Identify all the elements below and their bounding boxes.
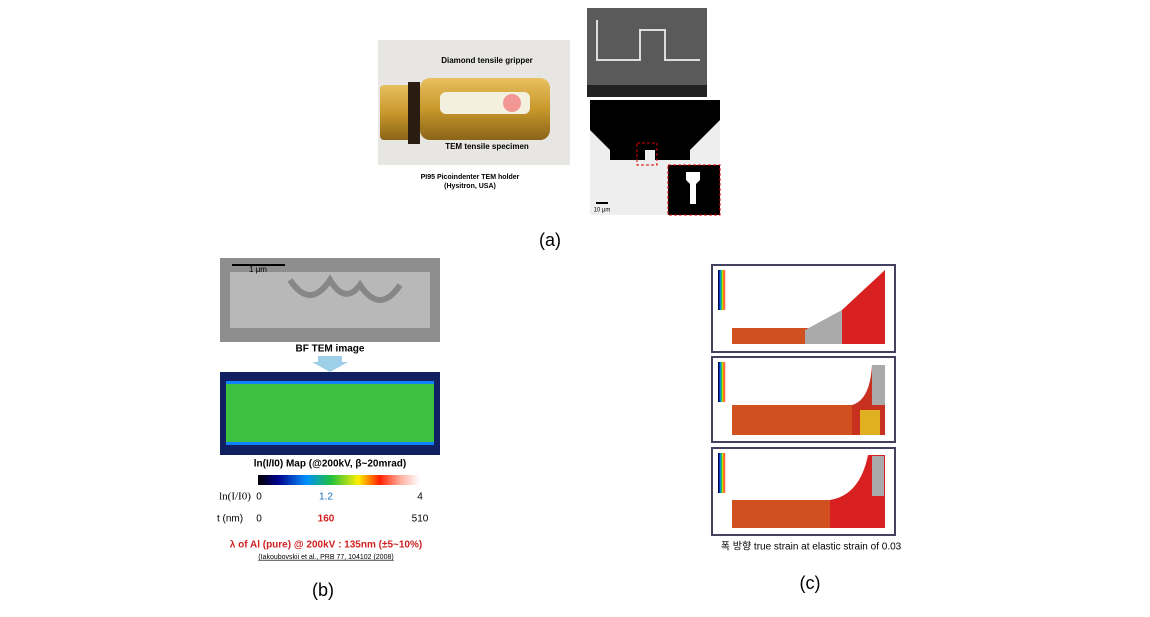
colorbar-tick: 1.2	[319, 492, 333, 503]
row-label: t (nm)	[217, 514, 243, 525]
scale-label: 1 μm	[249, 265, 267, 274]
figure-caption: 폭 방향 true strain at elastic strain of 0.…	[721, 541, 902, 553]
citation: (Iakoubovskii et al., PRB 77, 104102 (20…	[258, 554, 393, 561]
annotation: Diamond tensile gripper	[441, 56, 533, 65]
colorbar-tick: 0	[256, 492, 262, 503]
caption-text: PI95 Picoindenter TEM holder	[421, 174, 520, 181]
bf-tem-image	[220, 258, 440, 342]
panel-caption: (b)	[312, 580, 334, 600]
panel-caption: (a)	[539, 230, 561, 250]
row-label: ln(I/I0)	[219, 491, 251, 503]
fe-panel	[711, 356, 896, 443]
arrow	[312, 356, 348, 372]
note: λ of Al (pure) @ 200kV : 135nm (±5~10%)	[230, 540, 422, 551]
image-label: BF TEM image	[296, 344, 365, 355]
annotation: TEM tensile specimen	[445, 142, 529, 151]
colorbar-tick: 160	[318, 514, 335, 525]
colorbar-tick: 510	[412, 514, 429, 525]
fe-panel	[711, 447, 896, 536]
caption-text: (Hysitron, USA)	[444, 183, 496, 190]
holder-photo	[378, 40, 570, 165]
scale-label: 10 μm	[594, 208, 611, 214]
colorbar-tick: 4	[417, 492, 423, 503]
map-title: ln(I/I0) Map (@200kV, β~20mrad)	[254, 459, 407, 470]
fe-panel	[711, 264, 896, 353]
sem-image	[587, 8, 721, 216]
colorbar	[258, 475, 420, 485]
panel-caption: (c)	[800, 573, 821, 593]
colorbar-tick: 0	[256, 514, 262, 525]
thickness-map	[220, 372, 440, 455]
